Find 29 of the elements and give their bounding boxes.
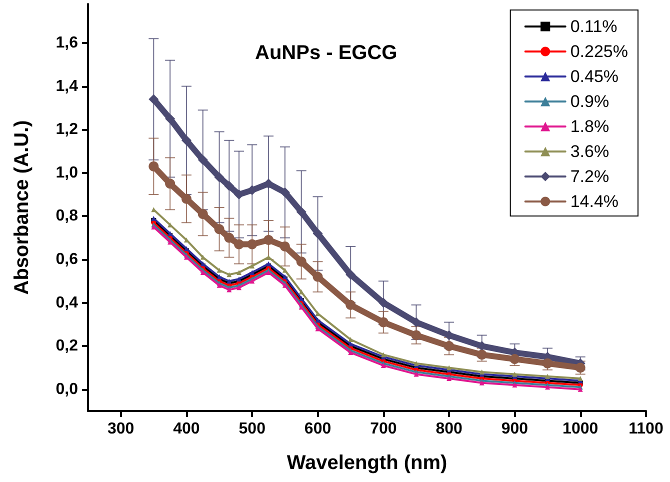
legend-label: 7.2% bbox=[570, 167, 610, 186]
legend-label: 14.4% bbox=[570, 192, 619, 211]
x-tick-label: 1100 bbox=[628, 420, 664, 438]
x-tick-label: 900 bbox=[501, 420, 528, 438]
legend-label: 0.225% bbox=[570, 42, 628, 61]
x-tick-label: 700 bbox=[370, 420, 397, 438]
y-tick-label: 0,6 bbox=[56, 250, 78, 268]
x-tick-label: 600 bbox=[304, 420, 332, 438]
text: AuNPs - EGCG bbox=[255, 42, 398, 64]
y-axis-title: Absorbance (A.U.) bbox=[11, 120, 33, 295]
y-tick-label: 0,2 bbox=[56, 338, 78, 355]
y-tick-label: 1,4 bbox=[56, 78, 78, 95]
legend-label: 0.9% bbox=[570, 92, 610, 111]
y-tick-label: 0,0 bbox=[56, 380, 78, 398]
y-tick-label: 1,0 bbox=[56, 164, 78, 182]
legend-label: 3.6% bbox=[570, 142, 610, 161]
y-tick-label: 0,4 bbox=[56, 294, 78, 312]
x-tick-label: 500 bbox=[238, 420, 266, 438]
legend-label: 1.8% bbox=[570, 117, 610, 136]
legend-label: 0.11% bbox=[570, 17, 618, 36]
y-tick-label: 1,2 bbox=[56, 121, 78, 138]
y-tick-label: 0,8 bbox=[56, 208, 78, 225]
x-tick-label: 1000 bbox=[562, 420, 598, 438]
legend-label: 0.45% bbox=[570, 67, 619, 86]
x-axis-title: Wavelength (nm) bbox=[286, 452, 448, 474]
x-tick-label: 400 bbox=[173, 420, 200, 438]
x-tick-label: 800 bbox=[436, 420, 463, 438]
x-tick-label: 300 bbox=[107, 420, 134, 438]
y-tick-label: 1,6 bbox=[56, 34, 78, 52]
